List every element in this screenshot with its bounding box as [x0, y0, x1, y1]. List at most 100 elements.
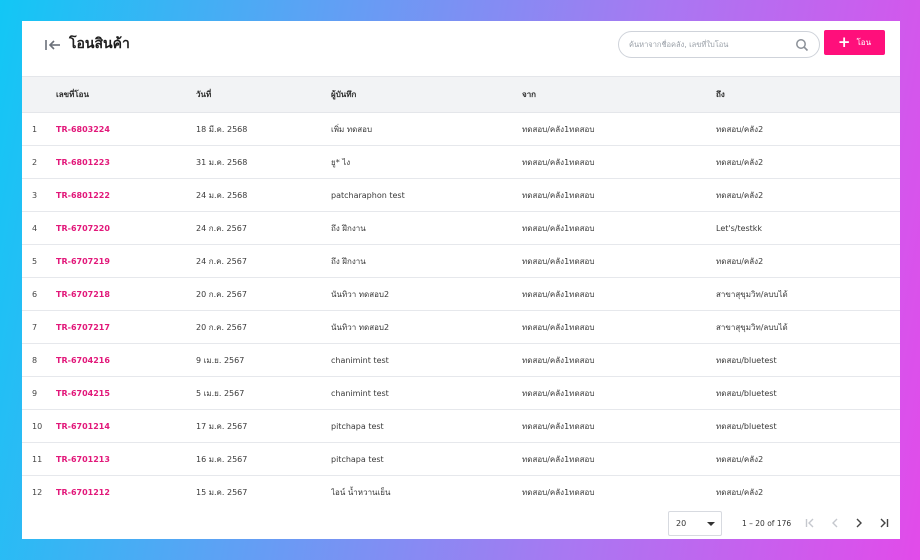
row-to: ทดสอบ/bluetest: [716, 355, 777, 365]
transfer-table: เลขที่โอน วันที่ ผู้บันทึก จาก ถึง 1 TR-6…: [22, 76, 900, 509]
doc-number-link[interactable]: TR-6707218: [56, 289, 110, 299]
row-to: ทดสอบ/คลัง2: [716, 190, 764, 200]
row-from: ทดสอบ/คลัง1ทดสอบ: [522, 487, 595, 497]
row-date: 20 ก.ค. 2567: [196, 289, 247, 299]
doc-number-link[interactable]: TR-6701214: [56, 421, 110, 431]
row-from: ทดสอบ/คลัง1ทดสอบ: [522, 388, 595, 398]
doc-number-link[interactable]: TR-6801222: [56, 190, 110, 200]
back-button[interactable]: [42, 34, 64, 56]
page-size-select[interactable]: 20: [668, 511, 722, 536]
pagination-bar: 20 1 – 20 of 176: [22, 505, 900, 539]
doc-number-link[interactable]: TR-6701213: [56, 454, 110, 464]
caret-down-icon: [707, 522, 715, 526]
column-header-to[interactable]: ถึง: [716, 76, 900, 113]
table-row[interactable]: 10 TR-6701214 17 ม.ค. 2567 pitchapa test ทดส…: [22, 410, 900, 443]
row-date: 15 ม.ค. 2567: [196, 487, 248, 497]
row-from: ทดสอบ/คลัง1ทดสอบ: [522, 190, 595, 200]
page-size-value: 20: [676, 519, 687, 528]
row-from: ทดสอบ/คลัง1ทดสอบ: [522, 454, 595, 464]
row-doc-number: TR-6801223: [56, 146, 196, 179]
column-header-index: [22, 76, 56, 113]
row-recorder: pitchapa test: [331, 421, 384, 431]
row-index: 1: [32, 124, 38, 134]
row-doc-number: TR-6704215: [56, 377, 196, 410]
row-from: ทดสอบ/คลัง1ทดสอบ: [522, 322, 595, 332]
doc-number-link[interactable]: TR-6701212: [56, 487, 110, 497]
row-to: ทดสอบ/คลัง2: [716, 487, 764, 497]
search-box: [618, 31, 820, 58]
row-date: 9 เม.ย. 2567: [196, 355, 245, 365]
table-row[interactable]: 1 TR-6803224 18 มี.ค. 2568 เพิ่ม ทดสอบ ทดสอบ…: [22, 113, 900, 146]
row-to: ทดสอบ/bluetest: [716, 421, 777, 431]
row-date: 20 ก.ค. 2567: [196, 322, 247, 332]
add-transfer-button[interactable]: + โอน: [824, 30, 885, 55]
row-recorder: นันทิวา ทดสอบ2: [331, 289, 390, 299]
row-index: 11: [32, 454, 43, 464]
doc-number-link[interactable]: TR-6704215: [56, 388, 110, 398]
row-doc-number: TR-6701213: [56, 443, 196, 476]
column-header-recorder[interactable]: ผู้บันทึก: [331, 76, 522, 113]
row-doc-number: TR-6701212: [56, 476, 196, 509]
row-index: 7: [32, 322, 38, 332]
row-from: ทดสอบ/คลัง1ทดสอบ: [522, 355, 595, 365]
first-page-button[interactable]: [803, 516, 817, 530]
doc-number-link[interactable]: TR-6704216: [56, 355, 110, 365]
plus-icon: +: [837, 33, 851, 51]
last-page-button[interactable]: [877, 516, 891, 530]
row-recorder: patcharaphon test: [331, 190, 405, 200]
table-row[interactable]: 9 TR-6704215 5 เม.ย. 2567 chanimint test ทดส…: [22, 377, 900, 410]
prev-page-button[interactable]: [828, 516, 842, 530]
row-date: 24 ก.ค. 2567: [196, 256, 247, 266]
table-row[interactable]: 6 TR-6707218 20 ก.ค. 2567 นันทิวา ทดสอบ2 ทดส…: [22, 278, 900, 311]
row-to: ทดสอบ/คลัง2: [716, 157, 764, 167]
doc-number-link[interactable]: TR-6707217: [56, 322, 110, 332]
doc-number-link[interactable]: TR-6801223: [56, 157, 110, 167]
table-row[interactable]: 4 TR-6707220 24 ก.ค. 2567 ถึง ฝึกงาน ทดสอบ/ค…: [22, 212, 900, 245]
page-title: โอนสินค้า: [69, 36, 130, 52]
row-doc-number: TR-6704216: [56, 344, 196, 377]
row-recorder: pitchapa test: [331, 454, 384, 464]
chevron-right-icon: [856, 518, 862, 528]
row-recorder: นันทิวา ทดสอบ2: [331, 322, 390, 332]
chevron-left-icon: [832, 518, 838, 528]
row-date: 17 ม.ค. 2567: [196, 421, 248, 431]
row-doc-number: TR-6707217: [56, 311, 196, 344]
row-index: 4: [32, 223, 38, 233]
column-header-from[interactable]: จาก: [522, 76, 716, 113]
table-row[interactable]: 3 TR-6801222 24 ม.ค. 2568 patcharaphon test…: [22, 179, 900, 212]
row-index: 6: [32, 289, 38, 299]
add-transfer-label: โอน: [856, 38, 872, 47]
column-header-doc-no[interactable]: เลขที่โอน: [56, 76, 196, 113]
row-recorder: ยู* ไง: [331, 157, 351, 167]
row-doc-number: TR-6701214: [56, 410, 196, 443]
table-row[interactable]: 7 TR-6707217 20 ก.ค. 2567 นันทิวา ทดสอบ2 ทดส…: [22, 311, 900, 344]
next-page-button[interactable]: [852, 516, 866, 530]
search-input[interactable]: [629, 32, 789, 57]
table-row[interactable]: 2 TR-6801223 31 ม.ค. 2568 ยู* ไง ทดสอบ/คลัง1…: [22, 146, 900, 179]
row-date: 16 ม.ค. 2567: [196, 454, 248, 464]
table-row[interactable]: 8 TR-6704216 9 เม.ย. 2567 chanimint test ทดส…: [22, 344, 900, 377]
doc-number-link[interactable]: TR-6707220: [56, 223, 110, 233]
doc-number-link[interactable]: TR-6707219: [56, 256, 110, 266]
row-recorder: ไอน์ น้ำหวานเย็น: [331, 487, 391, 497]
last-page-icon: [880, 518, 889, 528]
row-to: สาขาสุขุมวิท/ลบบได้: [716, 322, 788, 332]
row-date: 5 เม.ย. 2567: [196, 388, 245, 398]
table-row[interactable]: 12 TR-6701212 15 ม.ค. 2567 ไอน์ น้ำหวานเย็น…: [22, 476, 900, 509]
row-from: ทดสอบ/คลัง1ทดสอบ: [522, 256, 595, 266]
search-icon[interactable]: [795, 38, 809, 52]
table-row[interactable]: 11 TR-6701213 16 ม.ค. 2567 pitchapa test ทดส…: [22, 443, 900, 476]
row-index: 5: [32, 256, 38, 266]
table-row[interactable]: 5 TR-6707219 24 ก.ค. 2567 ถึง ฝึกงาน ทดสอบ/ค…: [22, 245, 900, 278]
row-from: ทดสอบ/คลัง1ทดสอบ: [522, 124, 595, 134]
row-to: ทดสอบ/bluetest: [716, 388, 777, 398]
row-doc-number: TR-6707220: [56, 212, 196, 245]
transfer-panel: โอนสินค้า + โอน เลขที่โอน วันที่ ผู้บันท…: [22, 21, 900, 539]
row-date: 24 ม.ค. 2568: [196, 190, 248, 200]
row-to: สาขาสุขุมวิท/ลบบได้: [716, 289, 788, 299]
row-date: 24 ก.ค. 2567: [196, 223, 247, 233]
row-doc-number: TR-6803224: [56, 113, 196, 146]
doc-number-link[interactable]: TR-6803224: [56, 124, 110, 134]
row-index: 3: [32, 190, 38, 200]
column-header-date[interactable]: วันที่: [196, 76, 331, 113]
